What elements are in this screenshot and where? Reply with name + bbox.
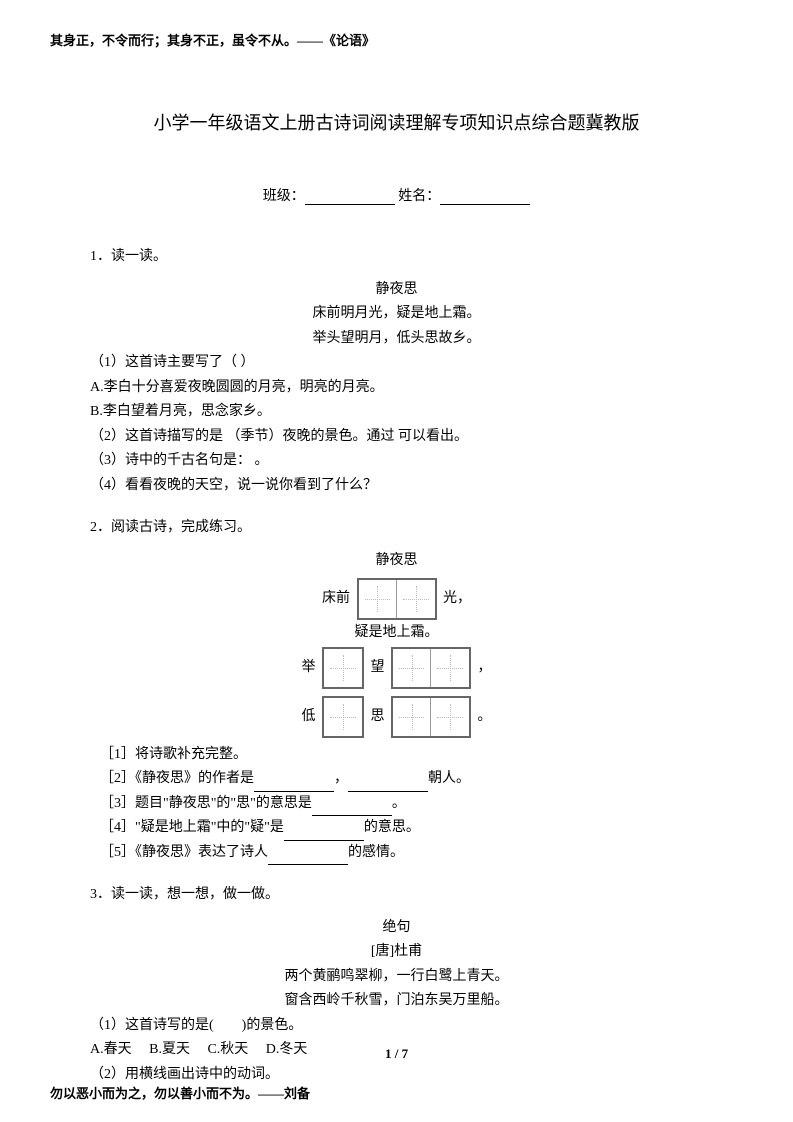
q2-row4-post: 。 <box>478 709 492 724</box>
header-quote: 其身正，不令而行；其身不正，虽令不从。——《论语》 <box>50 30 743 49</box>
q2-sub5b: 的感情。 <box>348 845 404 860</box>
footer-quote: 勿以恶小而为之，勿以善小而不为。——刘备 <box>50 1083 310 1102</box>
q2-sub2-blank1[interactable] <box>254 778 334 792</box>
q1-number: 1．读一读。 <box>90 245 703 270</box>
q3-line2: 窗含西岭千秋雪，门泊东吴万里船。 <box>90 989 703 1014</box>
q3-author: [唐]杜甫 <box>90 940 703 965</box>
q1-sub3: （3）诗中的千古名句是： 。 <box>90 449 703 474</box>
q2-sub2c: 朝人。 <box>428 771 470 786</box>
q2-sub2a: ［2］《静夜思》的作者是 <box>100 771 254 786</box>
page-title: 小学一年级语文上册古诗词阅读理解专项知识点综合题冀教版 <box>50 109 743 135</box>
q2-row1-post: 光， <box>443 591 471 606</box>
page-sep: / <box>391 1046 401 1061</box>
q2-poem-title: 静夜思 <box>90 549 703 574</box>
q3-number: 3．读一读，想一想，做一做。 <box>90 883 703 908</box>
q2-sub4a: ［4］"疑是地上霜"中的"疑"是 <box>100 820 284 835</box>
q1-poem-line2: 举头望明月，低头思故乡。 <box>90 327 703 352</box>
q2-sub4: ［4］"疑是地上霜"中的"疑"是 的意思。 <box>90 816 703 841</box>
q2-row3-box2[interactable] <box>391 647 471 689</box>
q2-row4-box1[interactable] <box>322 696 364 738</box>
q2-sub5: ［5］《静夜思》表达了诗人 的感情。 <box>90 841 703 866</box>
q2-sub2: ［2］《静夜思》的作者是 ， 朝人。 <box>90 767 703 792</box>
q2-row1-boxes[interactable] <box>357 578 437 620</box>
q2-row3-box1[interactable] <box>322 647 364 689</box>
q1-sub4: （4）看看夜晚的天空，说一说你看到了什么？ <box>90 474 703 499</box>
q2-sub5-blank[interactable] <box>268 851 348 865</box>
content-body: 1．读一读。 静夜思 床前明月光，疑是地上霜。 举头望明月，低头思故乡。 （1）… <box>50 245 743 1087</box>
q1-sub2: （2）这首诗描写的是 （季节）夜晚的景色。通过 可以看出。 <box>90 425 703 450</box>
q2-row3-pre: 举 <box>302 660 316 675</box>
q2-sub5a: ［5］《静夜思》表达了诗人 <box>100 845 268 860</box>
q2-row4-mid: 思 <box>371 709 385 724</box>
q2-sub3-blank[interactable] <box>312 802 392 816</box>
student-info-row: 班级： 姓名： <box>50 185 743 205</box>
q2-fill-row2: 疑是地上霜。 <box>90 625 703 642</box>
q2-sub3: ［3］题目"静夜思"的"思"的意思是 。 <box>90 792 703 817</box>
q2-number: 2．阅读古诗，完成练习。 <box>90 516 703 541</box>
q2-fill-row1: 床前 光， <box>90 576 703 622</box>
q2-fill-row3: 举 望 ， <box>90 645 703 691</box>
q2-sub3b: 。 <box>392 796 406 811</box>
q2-sub3a: ［3］题目"静夜思"的"思"的意思是 <box>100 796 312 811</box>
page-number: 1 / 7 <box>0 1046 793 1062</box>
q1-poem-line1: 床前明月光，疑是地上霜。 <box>90 302 703 327</box>
name-blank[interactable] <box>440 191 530 205</box>
q1-optA: A.李白十分喜爱夜晚圆圆的月亮，明亮的月亮。 <box>90 376 703 401</box>
q2-row4-box2[interactable] <box>391 696 471 738</box>
q1-sub1: （1）这首诗主要写了（ ） <box>90 351 703 376</box>
name-label: 姓名： <box>398 189 440 204</box>
q3-line1: 两个黄鹂鸣翠柳，一行白鹭上青天。 <box>90 965 703 990</box>
q2-sub4b: 的意思。 <box>364 820 420 835</box>
q1-poem-title: 静夜思 <box>90 278 703 303</box>
q3-poem-title: 绝句 <box>90 916 703 941</box>
q2-sub4-blank[interactable] <box>284 827 364 841</box>
q2-row4-pre: 低 <box>302 709 316 724</box>
q3-sub1: （1）这首诗写的是( )的景色。 <box>90 1014 703 1039</box>
page-total: 7 <box>402 1046 409 1061</box>
q2-fill-row4: 低 思 。 <box>90 694 703 740</box>
q2-row1-pre: 床前 <box>322 591 350 606</box>
q1-optB: B.李白望着月亮，思念家乡。 <box>90 400 703 425</box>
q2-sub2-blank2[interactable] <box>348 778 428 792</box>
q2-row3-post: ， <box>478 660 492 675</box>
q2-sub2b: ， <box>334 771 348 786</box>
class-label: 班级： <box>263 189 305 204</box>
q2-row3-mid: 望 <box>371 660 385 675</box>
class-blank[interactable] <box>305 191 395 205</box>
q2-sub1: ［1］将诗歌补充完整。 <box>90 743 703 768</box>
